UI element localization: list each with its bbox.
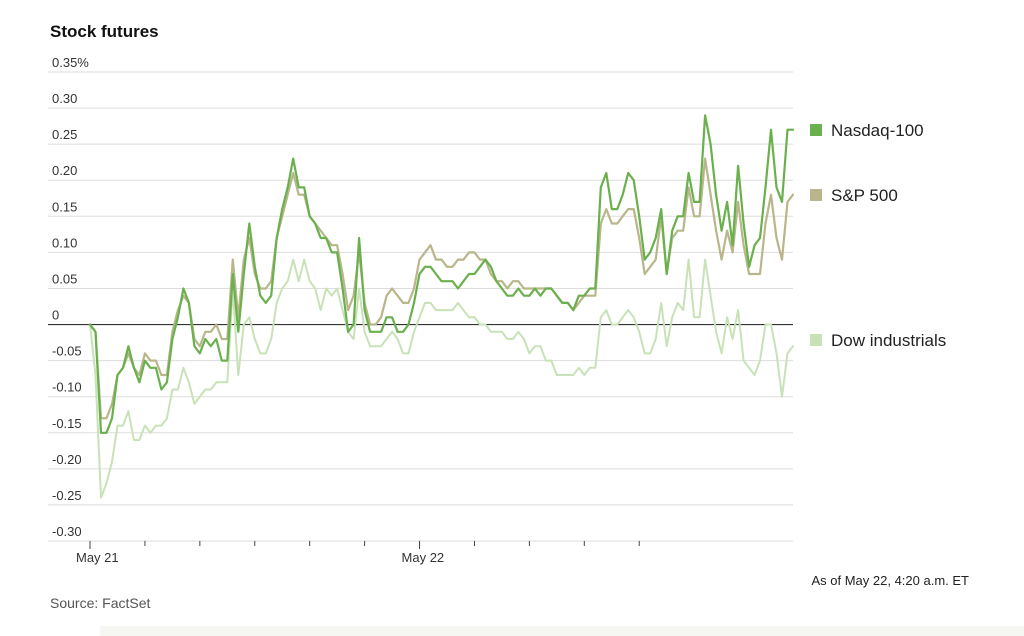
- y-tick-label: 0.20: [52, 163, 77, 178]
- y-tick-label: -0.05: [52, 344, 82, 359]
- y-tick-label: 0.10: [52, 235, 77, 250]
- legend-swatch-nasdaq: [810, 124, 822, 136]
- y-tick-label: -0.25: [52, 488, 82, 503]
- legend-swatch-dow: [810, 334, 822, 346]
- series-line-sp500: [88, 157, 795, 420]
- source-note: Source: FactSet: [50, 595, 151, 611]
- as-of-note: As of May 22, 4:20 a.m. ET: [811, 573, 969, 588]
- series-line-dow: [89, 258, 794, 499]
- legend-label-dow: Dow industrials: [831, 331, 946, 350]
- series-lines: [88, 114, 795, 499]
- legend-swatch-sp500: [810, 189, 822, 201]
- y-tick-label: -0.30: [52, 524, 82, 539]
- legend: Nasdaq-100 S&P 500 Dow industrials: [810, 121, 946, 350]
- y-tick-label: 0.30: [52, 91, 77, 106]
- y-tick-label: -0.20: [52, 452, 82, 467]
- x-tick-label: May 21: [76, 550, 119, 565]
- x-tick-label: May 22: [402, 550, 445, 565]
- y-tick-label: 0.35%: [52, 55, 89, 70]
- grid-lines: [48, 71, 793, 542]
- y-tick-label: 0.15: [52, 199, 77, 214]
- legend-label-nasdaq: Nasdaq-100: [831, 121, 924, 140]
- x-axis: May 21 May 22: [76, 541, 640, 565]
- legend-label-sp500: S&P 500: [831, 186, 898, 205]
- y-tick-label: 0.05: [52, 271, 77, 286]
- y-axis-ticks: 0.35% 0.30 0.25 0.20 0.15 0.10 0.05 0 -0.05 -0.10…: [52, 55, 89, 539]
- chart-title: Stock futures: [50, 22, 159, 41]
- y-tick-label: 0: [52, 308, 59, 323]
- footer-band: [100, 626, 1024, 636]
- y-tick-label: 0.25: [52, 127, 77, 142]
- y-tick-label: -0.10: [52, 380, 82, 395]
- y-tick-label: -0.15: [52, 416, 82, 431]
- series-line-nasdaq: [88, 114, 795, 434]
